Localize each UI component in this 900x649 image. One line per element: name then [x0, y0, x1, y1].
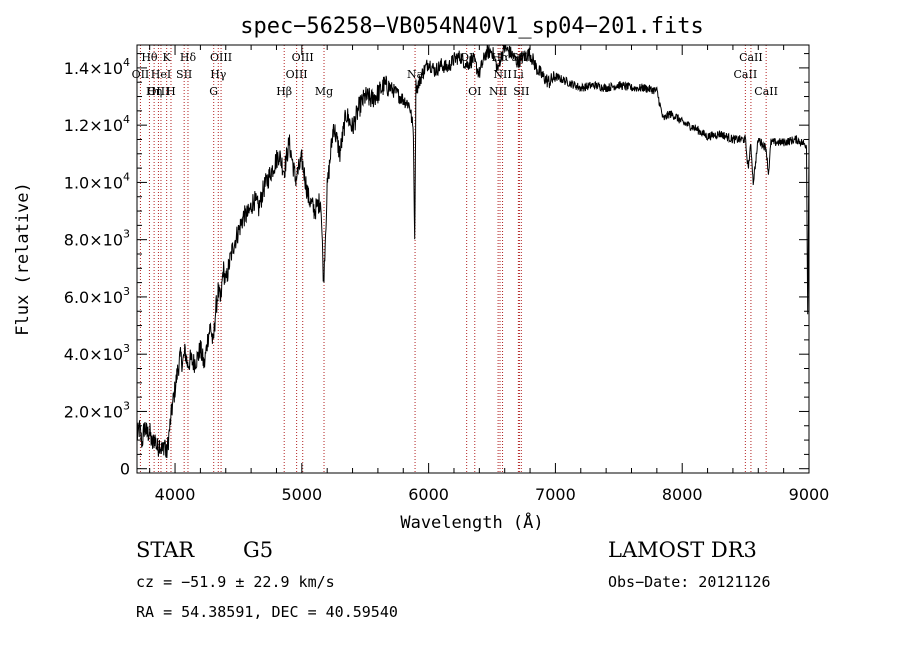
spectral-line-label: G: [209, 85, 218, 98]
y-tick-label: 2.0×103: [64, 399, 130, 421]
spectral-line-label: OIII: [210, 51, 232, 64]
observation-date: Obs−Date: 20121126: [608, 573, 771, 591]
spectral-line-label: OIII: [147, 85, 169, 98]
spectral-line-label: NII: [493, 68, 511, 81]
spectral-line-label: HeI: [151, 68, 171, 81]
redshift-text: cz = −51.9 ± 22.9 km/s: [136, 573, 335, 591]
y-tick-label: 1.4×104: [64, 56, 130, 78]
spectral-line-label: H: [166, 85, 176, 98]
chart-title: spec−56258−VB054N40V1_sp04−201.fits: [240, 14, 704, 39]
y-tick-label: 4.0×103: [64, 342, 130, 364]
spectral-line-label: CaII: [734, 68, 758, 81]
x-axis-label: Wavelength (Å): [400, 511, 543, 533]
spectral-line-label: OIII: [286, 68, 308, 81]
spectral-line-label: Mg: [315, 85, 333, 98]
spectral-line-label: OII: [132, 68, 150, 81]
x-tick-label: 6000: [408, 485, 449, 504]
spectral-line-label: OI: [468, 85, 481, 98]
spectral-line-label: Hθ: [141, 51, 158, 64]
y-tick-label: 8.0×103: [64, 228, 130, 250]
x-tick-label: 4000: [155, 485, 196, 504]
x-tick-label: 5000: [281, 485, 322, 504]
spectral-line-label: Hβ: [276, 85, 292, 98]
y-tick-label: 1.2×104: [64, 113, 130, 135]
y-axis-ticks: 0 2.0×103 4.0×103 6.0×103 8.0×103 1.0×104 1.2×…: [64, 53, 809, 479]
y-tick-label: 0: [120, 460, 130, 479]
spectral-line-label: Hη: [146, 85, 162, 98]
spectral-line-label: SII: [513, 85, 529, 98]
survey-name: LAMOST DR3: [608, 538, 757, 562]
spectral-line-label: Hγ: [210, 68, 227, 81]
y-tick-label: 6.0×103: [64, 285, 130, 307]
object-class: STAR: [136, 538, 195, 562]
spectral-line-label: Li: [513, 68, 524, 81]
spectral-line-label: K: [163, 51, 172, 64]
y-tick-label: 1.0×104: [64, 170, 130, 192]
x-tick-label: 8000: [662, 485, 703, 504]
y-axis-label: Flux (relative): [13, 182, 33, 336]
x-axis-ticks: 4000 5000 6000 7000 8000 9000: [149, 45, 830, 504]
spectral-line-label: NII: [489, 85, 507, 98]
object-subclass: G5: [243, 538, 274, 562]
spectral-line-label: Hδ: [180, 51, 197, 64]
spectral-line-label: CaII: [754, 85, 778, 98]
coordinates-text: RA = 54.38591, DEC = 40.59540: [136, 603, 398, 621]
x-tick-label: 9000: [789, 485, 830, 504]
spectrum-line: [136, 44, 810, 459]
spectral-line-label: OIII: [292, 51, 314, 64]
plot-frame: [136, 44, 810, 474]
spectral-line-label: SII: [176, 68, 192, 81]
x-tick-label: 7000: [535, 485, 576, 504]
spectral-line-label: CaII: [739, 51, 763, 64]
